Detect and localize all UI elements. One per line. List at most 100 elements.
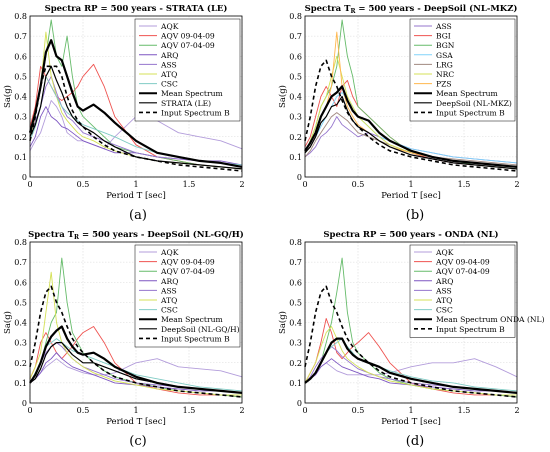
y-tick-label: 0.8: [14, 238, 27, 247]
legend-box: [409, 244, 516, 338]
legend-label: ATQ: [160, 70, 177, 79]
x-tick-label: 1.5: [458, 180, 471, 189]
x-tick-label: 2: [239, 180, 244, 189]
x-axis-label: Period T [sec]: [381, 191, 441, 201]
chart-title: Spectra TR = 500 years - DeepSoil (NL-GQ…: [28, 229, 244, 241]
axes-frame: [304, 241, 518, 404]
y-tick-label: 0.8: [289, 12, 302, 21]
panel-b: 0 0.1 0.2 0.3 0.4 0.5 0.6 0.7 0.8 0 0.5 1 1.5 2 Spectr…: [275, 0, 550, 226]
series-line-mean-spectrum: [28, 39, 243, 168]
legend-label: BGI: [436, 32, 451, 41]
series-line-input-spectrum-b: [304, 285, 518, 398]
chart-b: 0 0.1 0.2 0.3 0.4 0.5 0.6 0.7 0.8 0 0.5 1 1.5 2 Spectr…: [277, 3, 520, 201]
panel-letter-c: (c): [129, 434, 147, 449]
legend-label: DeepSoil (NL-GQ/H): [161, 325, 240, 334]
y-tick-label: 0.6: [14, 52, 27, 61]
y-tick-label: 0.8: [289, 238, 302, 247]
y-tick-label: 0.7: [14, 32, 27, 41]
legend-label: CSC: [161, 306, 178, 315]
x-tick-label: 0: [27, 406, 32, 415]
series-line-mean-spectrum-onda-nl-: [304, 337, 518, 394]
y-tick-label: 0.5: [289, 72, 302, 81]
chart-a: 0 0.1 0.2 0.3 0.4 0.5 0.6 0.7 0.8 0 0.5 1 1.5 2 Spectr…: [2, 3, 245, 201]
axes-frame: [29, 241, 243, 404]
legend-label: Input Spectrum B: [161, 108, 230, 117]
x-axis-label: Period T [sec]: [106, 191, 166, 201]
chart-title: Spectra TR = 500 years - DeepSoil (NL-MK…: [305, 3, 518, 15]
y-tick-label: 0.4: [289, 93, 302, 102]
panel-d: 0 0.1 0.2 0.3 0.4 0.5 0.6 0.7 0.8 0 0.5 1 1.5 2 Spectr…: [275, 226, 550, 452]
series-line-mean-spectrum: [304, 85, 518, 168]
legend-label: Mean Spectrum: [161, 315, 223, 324]
legend-label: AQV 07-04-09: [435, 267, 490, 276]
series-line-arq: [304, 358, 518, 394]
x-tick-label: 1.5: [458, 406, 471, 415]
series-line-lrg: [304, 112, 518, 166]
series-line-input-spectrum-b: [29, 285, 243, 398]
panel-a: 0 0.1 0.2 0.3 0.4 0.5 0.6 0.7 0.8 0 0.5 1 1.5 2 Spectr…: [0, 0, 275, 226]
y-tick-label: 0.3: [289, 113, 302, 122]
legend-label: Mean Spectrum: [161, 89, 223, 98]
legend-label: DeepSoil (NL-MKZ): [436, 99, 512, 108]
legend-label: LRG: [436, 60, 453, 69]
x-tick-label: 1.5: [183, 406, 196, 415]
x-axis-label: Period T [sec]: [106, 417, 166, 427]
legend-label: ARQ: [160, 277, 178, 286]
y-tick-label: 0.2: [14, 359, 27, 368]
x-tick-label: 0: [302, 180, 307, 189]
x-tick-label: 0.5: [77, 406, 90, 415]
panel-letter-d: (d): [405, 434, 425, 449]
legend-label: STRATA (LE): [161, 99, 211, 108]
y-axis-label: Sa(g): [277, 85, 288, 108]
y-tick-label: 0.5: [14, 72, 27, 81]
legend-label: Input Spectrum B: [161, 334, 230, 343]
y-tick-label: 0.2: [289, 133, 302, 142]
y-tick-label: 0: [22, 173, 27, 182]
legend-label: CSC: [436, 306, 453, 315]
y-axis-label: Sa(g): [2, 85, 13, 108]
series-line-input-spectrum-b: [304, 59, 518, 172]
y-tick-label: 0: [297, 173, 302, 182]
legend-label: NRC: [436, 70, 454, 79]
x-tick-label: 1: [408, 406, 413, 415]
y-tick-label: 0.1: [289, 153, 302, 162]
legend-label: AQV 09-04-09: [160, 258, 215, 267]
x-tick-label: 1.5: [183, 180, 196, 189]
legend-label: Mean Spectrum: [436, 89, 498, 98]
x-tick-label: 1: [133, 180, 138, 189]
y-tick-label: 0.2: [289, 359, 302, 368]
x-tick-label: 2: [514, 406, 519, 415]
legend-label: Mean Spectrum ONDA (NL): [436, 315, 545, 324]
legend-label: AQK: [435, 248, 454, 257]
y-tick-label: 0.4: [14, 319, 27, 328]
chart-title: Spectra RP = 500 years - ONDA (NL): [323, 229, 498, 240]
legend-label: ASS: [160, 60, 177, 69]
legend-label: PZS: [436, 80, 452, 89]
chart-d: 0 0.1 0.2 0.3 0.4 0.5 0.6 0.7 0.8 0 0.5 1 1.5 2 Spectr…: [277, 229, 545, 427]
series-line-aqk: [29, 100, 243, 152]
y-tick-label: 0.4: [14, 93, 27, 102]
y-tick-label: 0.6: [14, 278, 27, 287]
legend-label: AQV 09-04-09: [435, 258, 490, 267]
x-tick-label: 0: [302, 406, 307, 415]
series-line-input-spectrum-b: [29, 65, 243, 172]
legend-label: ASS: [160, 286, 177, 295]
legend-label: ASS: [435, 286, 452, 295]
legend-label: ARQ: [435, 277, 453, 286]
y-tick-label: 0: [22, 399, 27, 408]
y-tick-label: 0.4: [289, 319, 302, 328]
legend-label: ATQ: [160, 296, 177, 305]
chart-c: 0 0.1 0.2 0.3 0.4 0.5 0.6 0.7 0.8 0 0.5 1 1.5 2 Spectr…: [2, 229, 245, 427]
x-tick-label: 0.5: [352, 406, 365, 415]
series-line-ass: [29, 75, 243, 166]
legend-label: ATQ: [435, 296, 452, 305]
panel-letter-a: (a): [129, 208, 147, 223]
x-tick-label: 0.5: [77, 180, 90, 189]
legend-label: AQV 07-04-09: [160, 267, 215, 276]
y-tick-label: 0.5: [14, 298, 27, 307]
axes-frame: [304, 15, 518, 178]
axes-frame: [29, 15, 243, 178]
legend-label: Input Spectrum B: [436, 325, 505, 334]
chart-title: Spectra RP = 500 years - STRATA (LE): [45, 3, 228, 14]
legend-label: AQK: [160, 248, 179, 257]
